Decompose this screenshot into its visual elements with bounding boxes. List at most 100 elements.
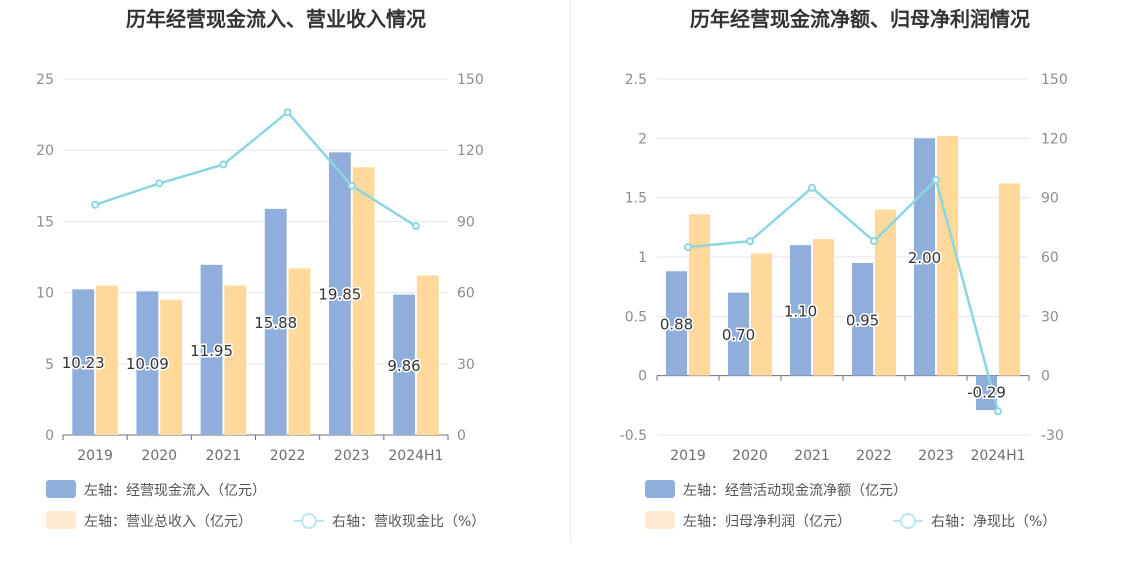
left-axis-tick-label: 20 bbox=[36, 143, 54, 159]
left-axis-tick-label: 5 bbox=[45, 357, 54, 373]
right-axis-tick-label: 30 bbox=[457, 357, 475, 373]
line-point[interactable] bbox=[219, 160, 228, 169]
bar[interactable] bbox=[160, 299, 183, 435]
left-axis-tick-label: 2 bbox=[638, 131, 647, 147]
x-axis-category-label: 2020 bbox=[141, 448, 177, 464]
legend-item[interactable]: 左轴：经营活动现金流净额（亿元） bbox=[645, 480, 907, 499]
left-axis-tick-label: 2.5 bbox=[625, 72, 647, 88]
left-axis-tick-label: 10 bbox=[36, 286, 54, 302]
left-axis-tick-label: 1.5 bbox=[625, 191, 647, 207]
bar[interactable] bbox=[393, 294, 415, 435]
line-path bbox=[94, 110, 417, 228]
bar-data-label: 15.88 bbox=[254, 314, 297, 332]
bar-data-label: 10.09 bbox=[126, 355, 169, 373]
line-point[interactable] bbox=[283, 108, 292, 117]
right-axis-tick-label: 150 bbox=[457, 72, 484, 88]
line-series bbox=[684, 175, 1002, 416]
bar[interactable] bbox=[812, 239, 835, 376]
x-axis-category-label: 2019 bbox=[670, 448, 706, 464]
legend-swatch bbox=[46, 480, 76, 498]
legend-item[interactable]: 左轴：营业总收入（亿元） bbox=[46, 511, 252, 530]
bar-data-label: -0.29 bbox=[967, 384, 1006, 402]
right-axis-tick-label: 0 bbox=[457, 428, 466, 444]
x-axis-category-label: 2023 bbox=[918, 448, 954, 464]
bar[interactable] bbox=[264, 208, 287, 435]
left-axis-tick-label: 15 bbox=[36, 214, 54, 230]
bar-data-label: 9.86 bbox=[387, 357, 420, 375]
bar[interactable] bbox=[688, 214, 711, 376]
left-axis-tick-label: 25 bbox=[36, 72, 54, 88]
x-axis-category-label: 2024H1 bbox=[970, 448, 1025, 464]
bar[interactable] bbox=[136, 291, 159, 435]
bar[interactable] bbox=[96, 285, 118, 435]
line-point[interactable] bbox=[870, 237, 878, 246]
bar[interactable] bbox=[727, 292, 750, 376]
right-axis-tick-label: 90 bbox=[457, 214, 475, 230]
bar-data-label: 19.85 bbox=[318, 286, 361, 304]
legend-label: 左轴：归母净利润（亿元） bbox=[683, 513, 851, 530]
right-axis-tick-label: 60 bbox=[457, 286, 475, 302]
legend-label: 右轴：营收现金比（%） bbox=[332, 514, 485, 530]
chart-divider bbox=[570, 0, 571, 542]
left-axis-tick-label: 1 bbox=[638, 250, 647, 266]
bar[interactable] bbox=[789, 245, 812, 376]
legend-swatch bbox=[645, 480, 675, 498]
right-axis-tick-label: 0 bbox=[1041, 369, 1050, 385]
line-point[interactable] bbox=[155, 179, 164, 188]
left-axis-tick-label: 0 bbox=[638, 369, 647, 385]
line-point[interactable] bbox=[684, 243, 692, 252]
legend-line-marker bbox=[900, 513, 916, 529]
line-point[interactable] bbox=[91, 200, 100, 209]
x-axis-category-label: 2024H1 bbox=[388, 448, 443, 464]
right-axis-tick-label: 90 bbox=[1041, 191, 1059, 207]
bar-data-label: 10.23 bbox=[62, 354, 105, 372]
bar[interactable] bbox=[665, 271, 688, 376]
line-point[interactable] bbox=[932, 175, 940, 184]
bar[interactable] bbox=[416, 275, 439, 435]
legend-item[interactable]: 左轴：经营现金流入（亿元） bbox=[46, 480, 266, 499]
legend-label: 右轴：净现比（%） bbox=[931, 514, 1056, 530]
line-point[interactable] bbox=[347, 181, 356, 190]
left-axis-tick-label: -0.5 bbox=[620, 428, 647, 444]
right-axis-tick-label: 30 bbox=[1041, 309, 1059, 325]
chart-title: 历年经营现金流净额、归母净利润情况 bbox=[690, 7, 1030, 31]
line-series bbox=[91, 108, 420, 231]
legend-line-marker bbox=[301, 513, 317, 529]
bar[interactable] bbox=[352, 167, 375, 435]
line-point[interactable] bbox=[808, 183, 816, 192]
right-axis-tick-label: 120 bbox=[1041, 131, 1068, 147]
netcash-profit-chart: 历年经营现金流净额、归母净利润情况 -0.5 0 0.5 1 1.5 2 2.5 -30 0 30 6… bbox=[620, 7, 1068, 530]
line-point[interactable] bbox=[994, 407, 1002, 416]
x-axis-category-label: 2019 bbox=[77, 448, 113, 464]
cashflow-revenue-chart: 历年经营现金流入、营业收入情况 0 5 10 15 20 25 0 30 60 90 120 150 20… bbox=[36, 7, 485, 530]
gridlines bbox=[63, 78, 448, 436]
right-axis-tick-label: 150 bbox=[1041, 72, 1068, 88]
legend-label: 左轴：营业总收入（亿元） bbox=[84, 514, 252, 530]
bar[interactable] bbox=[200, 264, 223, 435]
line-path bbox=[687, 177, 1000, 412]
bar-data-label: 2.00 bbox=[908, 249, 941, 267]
gridlines bbox=[657, 78, 1029, 436]
bar-data-label: 0.88 bbox=[660, 315, 693, 333]
right-axis-tick-label: 60 bbox=[1041, 250, 1059, 266]
bar[interactable] bbox=[936, 135, 959, 376]
bar[interactable] bbox=[874, 209, 897, 376]
legend-swatch bbox=[645, 511, 675, 529]
x-axis-category-label: 2022 bbox=[270, 448, 306, 464]
bar[interactable] bbox=[224, 285, 247, 435]
line-point[interactable] bbox=[746, 237, 754, 246]
legend-item[interactable]: 左轴：归母净利润（亿元） bbox=[645, 511, 851, 530]
bar[interactable] bbox=[72, 289, 95, 435]
x-axis-category-label: 2021 bbox=[206, 448, 242, 464]
bar[interactable] bbox=[328, 152, 351, 435]
bar[interactable] bbox=[998, 183, 1021, 376]
bar[interactable] bbox=[288, 268, 311, 435]
x-axis-category-label: 2021 bbox=[794, 448, 830, 464]
bar-series-1 bbox=[665, 138, 998, 411]
legend-item[interactable]: 右轴：净现比（%） bbox=[893, 513, 1056, 530]
line-point[interactable] bbox=[411, 222, 420, 231]
bar[interactable] bbox=[750, 253, 773, 376]
bar[interactable] bbox=[851, 262, 874, 376]
bar-series-2 bbox=[688, 135, 1021, 376]
legend-item[interactable]: 右轴：营收现金比（%） bbox=[294, 513, 485, 530]
